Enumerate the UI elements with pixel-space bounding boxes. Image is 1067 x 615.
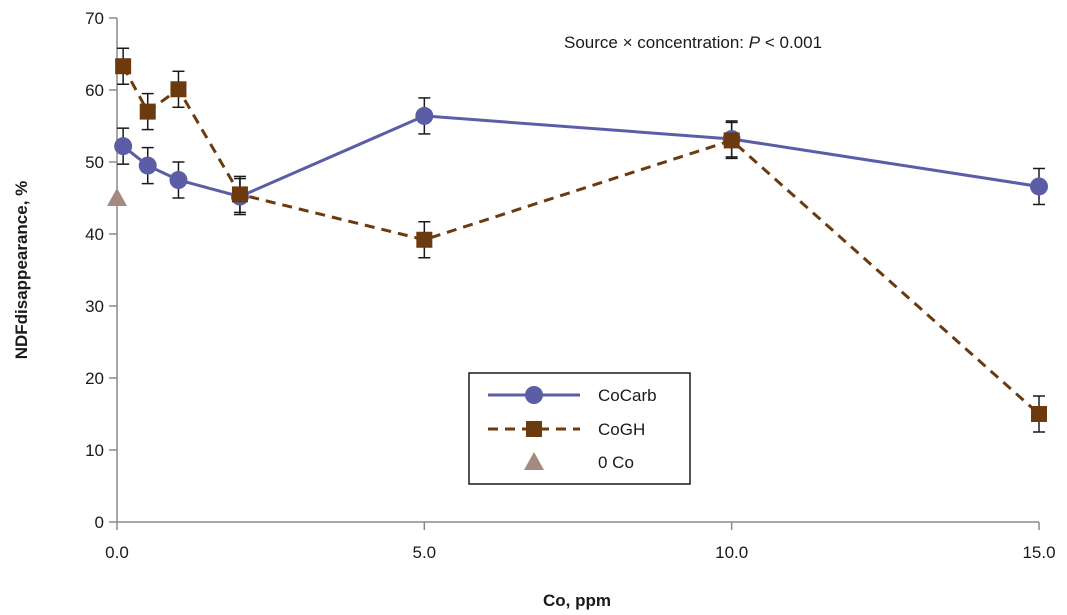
x-tick-label: 0.0 <box>105 543 129 562</box>
x-axis-title: Co, ppm <box>543 591 611 610</box>
legend-label-cogh: CoGH <box>598 420 645 439</box>
data-point-cogh <box>115 58 132 75</box>
data-point-cocarb <box>138 156 157 175</box>
legend-marker-0co <box>524 452 544 470</box>
data-point-cocarb <box>169 171 188 189</box>
data-point-cogh <box>1031 406 1047 422</box>
plot-area <box>107 47 1048 433</box>
legend: CoCarb CoGH 0 Co <box>468 372 691 485</box>
legend-marker-cocarb <box>525 386 543 404</box>
annotation: Source × concentration: P < 0.001 <box>564 33 822 52</box>
data-point-cogh <box>170 81 187 98</box>
annotation-prefix: Source × concentration: <box>564 33 749 52</box>
x-tick-label: 15.0 <box>1022 543 1055 562</box>
y-tick-label: 10 <box>85 441 104 460</box>
x-tick-label: 5.0 <box>413 543 437 562</box>
data-point-cocarb <box>114 137 133 156</box>
legend-label-0co: 0 Co <box>598 453 634 472</box>
annotation-italic: P <box>749 33 761 52</box>
data-point-cocarb <box>1030 177 1048 196</box>
data-point-cogh <box>416 231 433 248</box>
data-point-cogh <box>231 186 248 203</box>
y-tick-label: 70 <box>85 9 104 28</box>
series-line-cocarb <box>122 114 1040 199</box>
y-axis-title: NDFdisappearance, % <box>12 181 31 360</box>
data-point-0-co <box>107 188 127 206</box>
legend-marker-cogh <box>526 421 542 437</box>
y-tick-label: 40 <box>85 225 104 244</box>
y-tick-label: 20 <box>85 369 104 388</box>
series-line-cogh <box>121 65 1040 416</box>
y-tick-label: 0 <box>95 513 104 532</box>
x-tick-label: 10.0 <box>715 543 748 562</box>
legend-label-cocarb: CoCarb <box>598 386 657 405</box>
data-point-cogh <box>139 103 156 120</box>
axes: 0 10 20 30 40 50 60 70 0.0 5.0 10.0 15.0 <box>85 9 1055 562</box>
data-point-cocarb <box>415 106 434 125</box>
y-tick-label: 60 <box>85 81 104 100</box>
data-point-cogh <box>723 132 740 149</box>
y-tick-label: 30 <box>85 297 104 316</box>
annotation-suffix: < 0.001 <box>760 33 822 52</box>
y-tick-label: 50 <box>85 153 104 172</box>
